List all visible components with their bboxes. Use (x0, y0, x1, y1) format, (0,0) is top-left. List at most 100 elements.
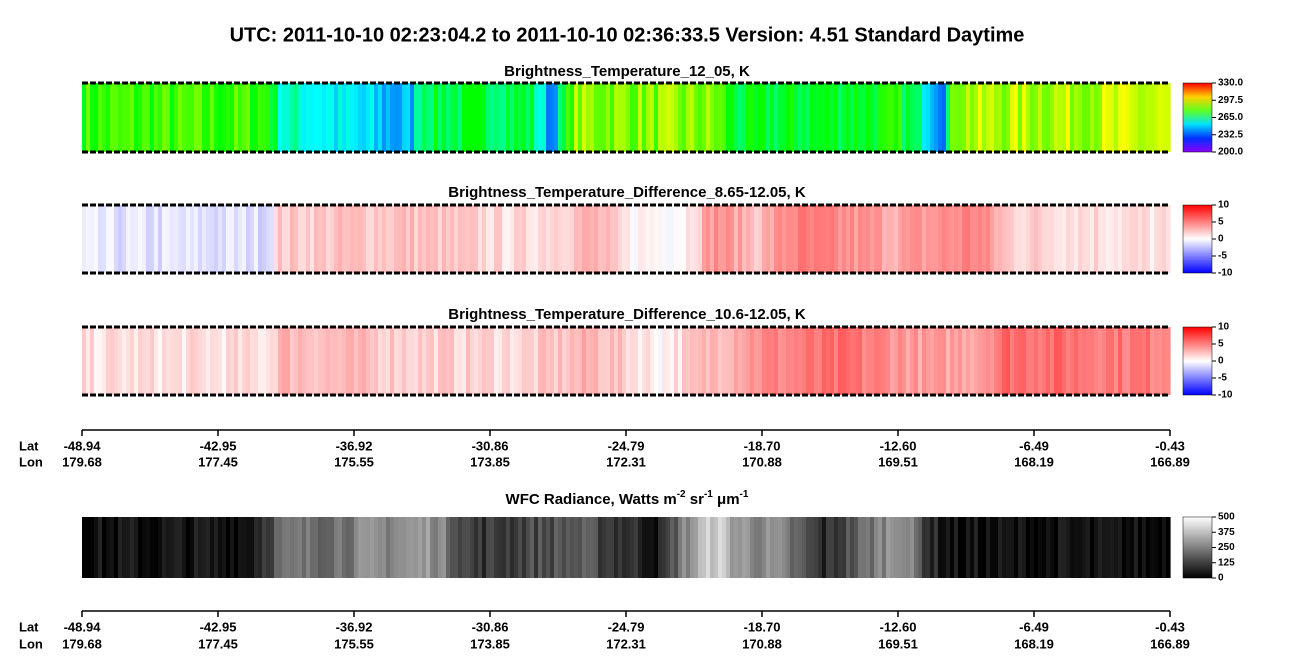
image-strip (282, 327, 287, 395)
image-strip (534, 83, 539, 152)
image-strip (146, 517, 151, 578)
image-strip (742, 517, 747, 578)
image-strip (706, 327, 711, 395)
image-strip (266, 83, 271, 152)
image-strip (890, 205, 895, 273)
panel-title: Brightness_Temperature_12_05, K (504, 63, 750, 80)
image-strip (1154, 517, 1159, 578)
image-strip (278, 327, 283, 395)
image-strip (630, 517, 635, 578)
image-strip (394, 327, 399, 395)
image-strip (882, 83, 887, 152)
image-strip (198, 517, 203, 578)
lon-tick-label: 170.88 (742, 454, 782, 469)
image-strip (122, 83, 127, 152)
image-strip (1026, 205, 1031, 273)
image-strip (678, 517, 683, 578)
image-strip (1054, 205, 1059, 273)
image-strip (1002, 205, 1007, 273)
image-strip (922, 83, 927, 152)
image-strip (826, 327, 831, 395)
image-strip (362, 327, 367, 395)
image-strip (458, 83, 463, 152)
image-strip (1142, 83, 1147, 152)
image-strip (346, 517, 351, 578)
image-strip (506, 83, 511, 152)
image-strip (826, 205, 831, 273)
image-strip (274, 205, 279, 273)
image-strip (818, 517, 823, 578)
image-strip (1070, 83, 1075, 152)
image-strip (714, 205, 719, 273)
image-strip (718, 83, 723, 152)
image-strip (950, 327, 955, 395)
image-strip (502, 205, 507, 273)
image-strip (830, 83, 835, 152)
image-strip (1054, 517, 1059, 578)
image-strip (1166, 83, 1171, 152)
image-strip (482, 327, 487, 395)
image-strip (486, 327, 491, 395)
image-strip (874, 83, 879, 152)
image-strip (566, 205, 571, 273)
lon-tick-label: 172.31 (606, 636, 646, 651)
image-strip (1110, 83, 1115, 152)
image-strip (154, 517, 159, 578)
image-strip (822, 205, 827, 273)
image-strip (1074, 517, 1079, 578)
image-strip (974, 205, 979, 273)
image-strip (254, 517, 259, 578)
image-strip (82, 83, 87, 152)
image-strip (414, 517, 419, 578)
image-strip (1150, 517, 1155, 578)
image-strip (194, 517, 199, 578)
image-strip (898, 205, 903, 273)
image-strip (230, 205, 235, 273)
image-strip (530, 83, 535, 152)
image-strip (726, 205, 731, 273)
image-strip (358, 83, 363, 152)
image-strip (1150, 327, 1155, 395)
image-strip (418, 517, 423, 578)
image-strip (1062, 205, 1067, 273)
image-strip (570, 517, 575, 578)
image-strip (894, 517, 899, 578)
image-strip (538, 517, 543, 578)
panel-image (82, 327, 1171, 395)
image-strip (954, 83, 959, 152)
image-strip (170, 327, 175, 395)
image-strip (426, 327, 431, 395)
image-strip (586, 205, 591, 273)
image-strip (1150, 205, 1155, 273)
image-strip (714, 83, 719, 152)
image-strip (686, 83, 691, 152)
image-strip (470, 327, 475, 395)
image-strip (1022, 83, 1027, 152)
image-strip (442, 327, 447, 395)
image-strip (390, 327, 395, 395)
image-strip (1130, 327, 1135, 395)
image-strip (686, 205, 691, 273)
image-strip (1090, 205, 1095, 273)
image-strip (198, 205, 203, 273)
image-strip (510, 517, 515, 578)
image-strip (1074, 83, 1079, 152)
colorbar-label: -5 (1218, 373, 1227, 384)
image-strip (802, 83, 807, 152)
image-strip (1094, 517, 1099, 578)
lat-tick-label: -0.43 (1155, 438, 1185, 453)
image-strip (382, 83, 387, 152)
image-strip (106, 327, 111, 395)
image-strip (1050, 83, 1055, 152)
image-strip (446, 205, 451, 273)
image-strip (766, 205, 771, 273)
image-strip (650, 205, 655, 273)
image-strip (762, 517, 767, 578)
image-strip (450, 517, 455, 578)
lat-tick-label: -30.86 (472, 438, 509, 453)
image-strip (1062, 83, 1067, 152)
image-strip (1134, 517, 1139, 578)
image-strip (946, 327, 951, 395)
panel-image (82, 83, 1171, 152)
image-strip (406, 327, 411, 395)
